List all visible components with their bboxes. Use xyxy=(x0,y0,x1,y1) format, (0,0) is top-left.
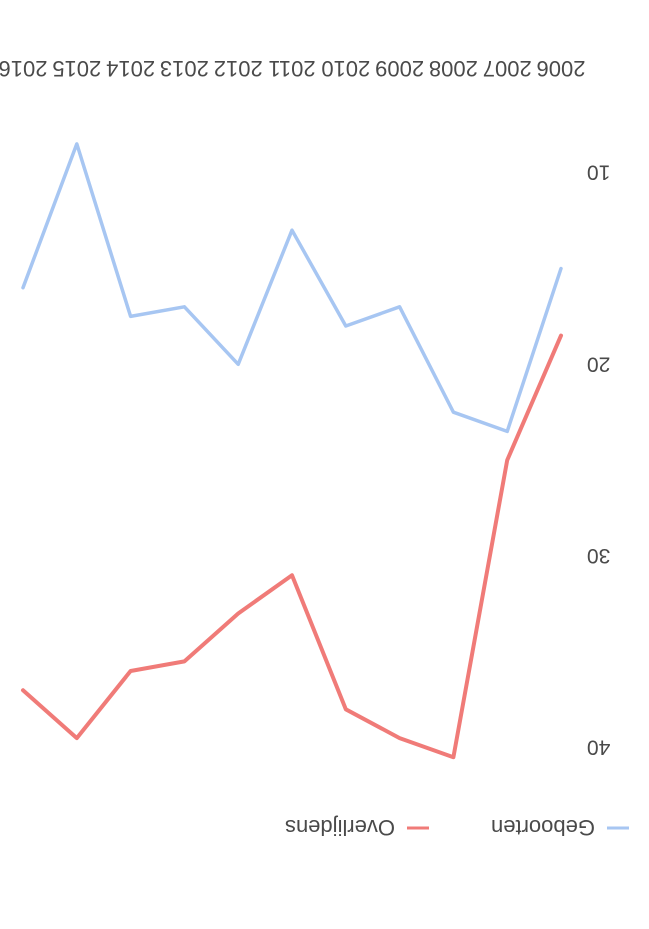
x-tick-label: 2012 xyxy=(214,56,263,81)
x-tick-label: 2016 xyxy=(0,56,47,81)
x-tick-label: 2009 xyxy=(375,56,424,81)
x-tick-label: 2013 xyxy=(160,56,209,81)
y-tick-label: 30 xyxy=(587,544,610,567)
y-tick-label: 20 xyxy=(587,352,610,375)
series-line-overlijdens xyxy=(21,333,563,760)
y-tick-label: 10 xyxy=(587,161,610,184)
legend-label-overlijdens: Overlijdens xyxy=(285,815,395,840)
legend-label-geboorten: Geboorten xyxy=(491,815,595,840)
x-tick-label: 2011 xyxy=(268,56,315,81)
x-tick-label: 2008 xyxy=(429,56,478,81)
x-axis: 2006200720082009201020112012201320142015… xyxy=(0,56,585,81)
legend: Geboorten Overlijdens xyxy=(285,815,629,840)
x-tick-label: 2014 xyxy=(106,56,155,81)
y-tick-label: 40 xyxy=(587,736,610,759)
x-tick-label: 2006 xyxy=(537,56,586,81)
y-axis: 10 20 30 40 xyxy=(587,161,610,759)
x-tick-label: 2010 xyxy=(321,56,370,81)
x-tick-label: 2015 xyxy=(52,56,101,81)
series-layer xyxy=(21,142,563,760)
x-tick-label: 2007 xyxy=(483,56,532,81)
series-line-geboorten xyxy=(21,142,563,434)
